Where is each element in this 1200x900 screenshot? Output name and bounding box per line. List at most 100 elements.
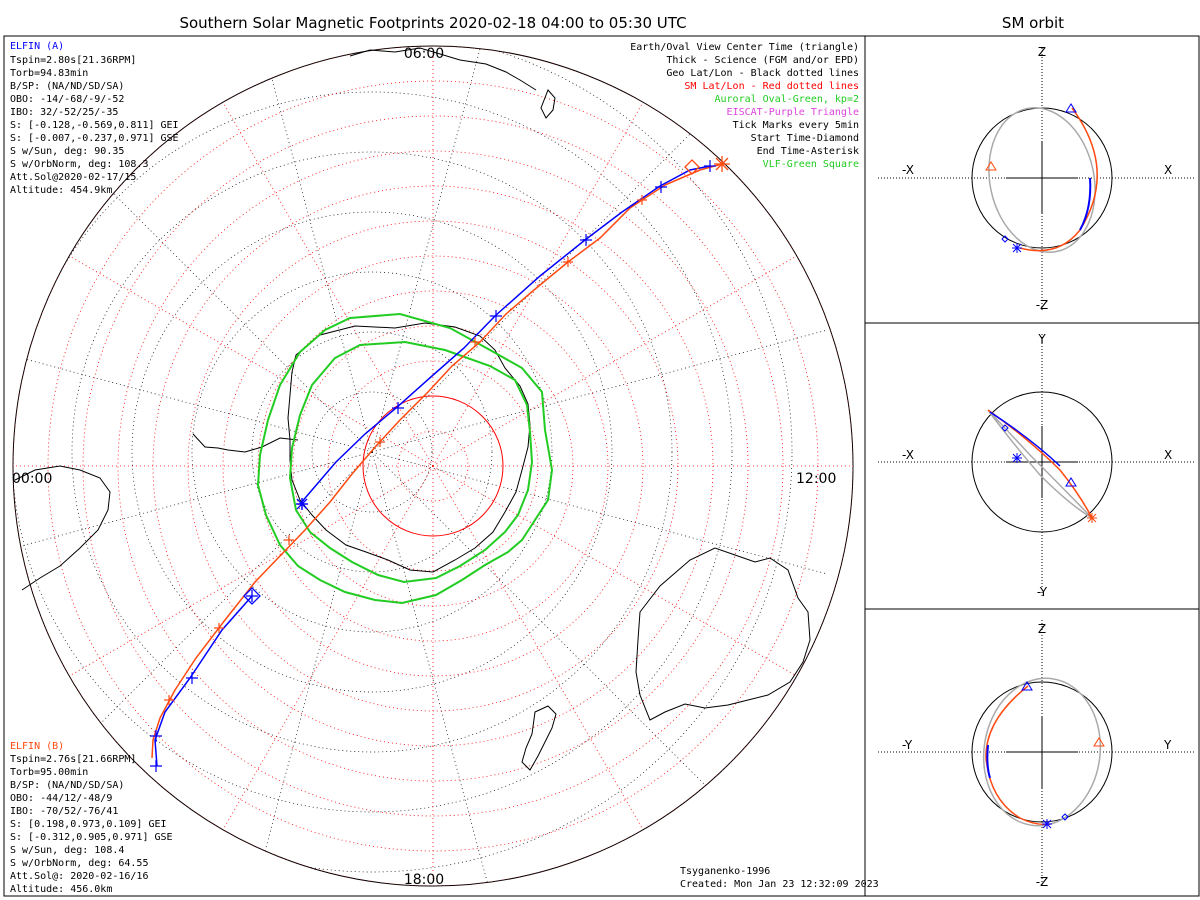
geo-latitude-circle [311, 391, 433, 513]
australia-coastline [635, 547, 811, 721]
orbit-panel-xy: Y -Y -X X [878, 332, 1195, 599]
elfin-a-end-asterisk [296, 498, 308, 510]
legend-item: End Time-Asterisk [757, 146, 859, 157]
elfin-b-line: B/SP: (NA/ND/SD/SA) [10, 780, 124, 791]
sm-latitude-circle [82, 115, 784, 817]
orbit-axis-label: -Y [1037, 585, 1048, 599]
elfin-b-orbit [985, 685, 1051, 826]
legend-item: Start Time-Diamond [751, 133, 859, 144]
plot-title: Southern Solar Magnetic Footprints 2020-… [179, 14, 687, 32]
elfin-b-start-diamond [684, 159, 700, 175]
legend-item: Tick Marks every 5min [733, 120, 859, 131]
elfin-b-line: Tspin=2.76s[21.66RPM] [10, 754, 136, 765]
orbit-axis-label: Z [1038, 45, 1046, 59]
madagascar-coastline [540, 89, 556, 119]
elfin-a-line: Att.Sol@2020-02-17/15 [10, 172, 136, 183]
triangle-marker [1065, 103, 1077, 113]
orbit-axis-label: -X [902, 163, 914, 177]
legend-item: Auroral Oval-Green, kp=2 [715, 94, 860, 105]
elfin-a-line: S w/Sun, deg: 90.35 [10, 146, 124, 157]
sm-grid [13, 46, 853, 886]
elfin-b-info: ELFIN (B) Tspin=2.76s[21.66RPM] Torb=95.… [10, 741, 173, 895]
sm-latitude-circle [222, 255, 644, 677]
elfin-b-line: S w/OrbNorm, deg: 64.55 [10, 858, 148, 869]
orbit-axis-label: -Z [1036, 298, 1049, 312]
legend-item: Geo Lat/Lon - Black dotted lines [666, 68, 859, 79]
geo-latitude-circle [191, 271, 553, 633]
geo-longitude-line [371, 451, 705, 785]
geo-latitude-circle [13, 46, 793, 873]
end-asterisk [1042, 819, 1052, 829]
elfin-b-line: S w/Sun, deg: 108.4 [10, 845, 124, 856]
orbit-axis-label: Y [1037, 332, 1046, 346]
time-label-left: 00:00 [12, 471, 52, 487]
sm-longitude-line [432, 465, 797, 677]
elfin-b-tick-marks [164, 195, 647, 705]
legend-item: SM Lat/Lon - Red dotted lines [684, 81, 859, 92]
elfin-a-track-lower [154, 595, 253, 767]
triangle-marker [1093, 737, 1105, 747]
earth-crosshair [1006, 716, 1078, 788]
time-label-right: 12:00 [796, 471, 836, 487]
elfin-a-info: ELFIN (A) Tspin=2.80s[21.36RPM] Torb=94.… [10, 41, 179, 196]
sm-latitude-circle [362, 395, 504, 537]
elfin-a-start-diamond [243, 587, 261, 605]
orbit-axis-label: Z [1038, 622, 1046, 636]
orbit-axis-label: X [1164, 163, 1172, 177]
elfin-b-line: Altitude: 456.0km [10, 884, 112, 895]
legend-item: EISCAT-Purple Triangle [727, 107, 859, 118]
elfin-b-end-asterisk [714, 156, 730, 172]
triangle-marker [1021, 681, 1033, 691]
time-label-bottom: 18:00 [404, 872, 444, 888]
sm-longitude-line [432, 465, 644, 830]
geo-longitude-line [13, 451, 373, 574]
orbit-axis-label: Y [1163, 738, 1172, 752]
sm-latitude-circle [257, 290, 609, 642]
geo-longitude-line [250, 46, 373, 453]
elfin-b-line: IBO: -70/52/-76/41 [10, 806, 118, 817]
elfin-a-line: S w/OrbNorm, deg: 108.3 [10, 159, 148, 170]
elfin-b-line: Torb=95.00min [10, 767, 88, 778]
elfin-a-name: ELFIN (A) [10, 41, 64, 52]
elfin-a-line: IBO: 32/-52/25/-35 [10, 107, 118, 118]
orbit-panel-title: SM orbit [1001, 14, 1065, 32]
orbit-axis-label: X [1164, 448, 1172, 462]
sm-longitude-line [432, 102, 644, 467]
sm-longitude-line [69, 465, 434, 677]
sm-longitude-line [69, 255, 434, 467]
elfin-a-orbit [986, 744, 991, 779]
earth-circle [971, 681, 1113, 823]
elfin-a-line: OBO: -14/-68/-9/-52 [10, 94, 124, 105]
triangle-marker [985, 161, 997, 171]
orbit-panel-xz: Z -Z -X X [878, 45, 1195, 312]
geo-latitude-circle [13, 91, 733, 813]
time-label-top: 06:00 [404, 46, 444, 62]
sm-longitude-line [222, 465, 434, 830]
earth-crosshair [1006, 142, 1078, 214]
south-america-coastline [14, 465, 111, 591]
geo-longitude-line [371, 451, 494, 886]
orbit-panel-yz: Z -Z -Y Y [878, 620, 1195, 889]
elfin-b-line: OBO: -44/12/-48/9 [10, 793, 112, 804]
orbit-ellipse-gray [988, 107, 1096, 253]
elfin-b-line: S: [0.198,0.973,0.109] GEI [10, 819, 167, 830]
legend-item: Earth/Oval View Center Time (triangle) [630, 42, 859, 53]
earth-circle [971, 391, 1113, 533]
orbit-axis-label: -Y [902, 738, 913, 752]
sm-latitude-circle [117, 150, 749, 782]
end-asterisk [1087, 513, 1097, 523]
elfin-b-line: Att.Sol@: 2020-02-16/16 [10, 871, 148, 882]
legend: Earth/Oval View Center Time (triangle) T… [630, 42, 859, 170]
elfin-a-line: S: [-0.007,-0.237,0.971] GSE [10, 133, 179, 144]
geo-latitude-circle [71, 151, 673, 753]
auroral-oval-outer [256, 312, 554, 605]
elfin-b-line: S: [-0.312,0.905,0.971] GSE [10, 832, 173, 843]
antarctica-coastline [287, 322, 531, 573]
africa-coastline [349, 47, 537, 91]
geo-longitude-line [39, 451, 373, 785]
orbit-axis-label: -X [902, 448, 914, 462]
triangle-marker [1065, 477, 1077, 487]
elfin-a-line: S: [-0.128,-0.569,0.811] GEI [10, 120, 179, 131]
model-label: Tsyganenko-1996 [680, 866, 770, 877]
orbit-plot-frame [864, 35, 1200, 897]
